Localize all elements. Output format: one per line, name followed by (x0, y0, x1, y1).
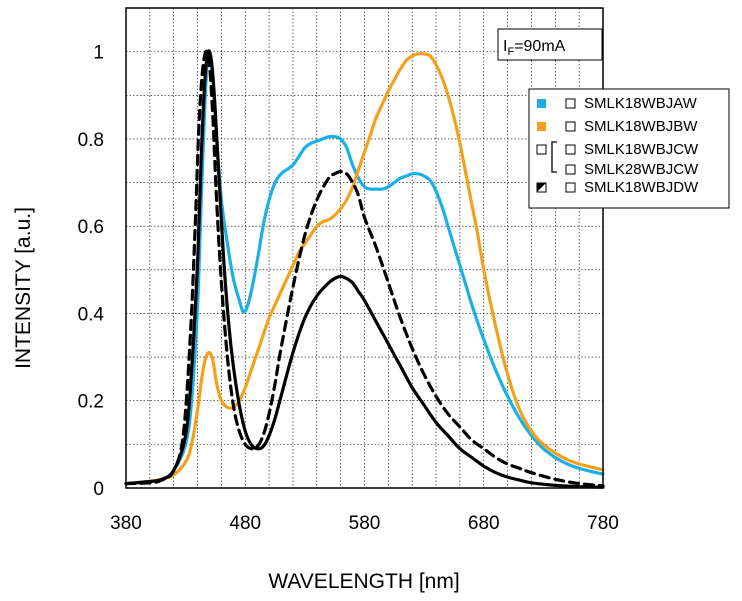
legend-swatch-white (536, 144, 547, 155)
y-tick-label: 0.4 (78, 304, 105, 325)
y-tick-label: 1 (93, 43, 104, 64)
legend: SMLK18WBJAW SMLK18WBJBW SMLK18WBJCW SMLK… (528, 88, 730, 209)
condition-box: IF=90mA (497, 28, 603, 61)
legend-checkbox (565, 144, 576, 155)
series-line-solid-black (124, 49, 605, 489)
legend-label-5: SMLK18WBJDW (584, 179, 699, 196)
plot-frame (125, 7, 604, 489)
tick-labels: 380 480 580 680 780 0 0.2 0.4 0.6 0.8 1 (78, 43, 619, 534)
x-tick-label: 480 (229, 513, 261, 534)
legend-checkbox (565, 164, 576, 175)
legend-label-4: SMLK28WBJCW (584, 161, 699, 178)
series-lines (124, 49, 605, 489)
condition-label: IF=90mA (503, 38, 566, 58)
legend-label-1: SMLK18WBJAW (584, 95, 698, 112)
series-line-orange (124, 51, 605, 486)
y-tick-label: 0.6 (78, 217, 104, 238)
x-axis-title: WAVELENGTH [nm] (268, 570, 459, 593)
x-tick-label: 680 (468, 513, 500, 534)
y-tick-label: 0.8 (78, 130, 104, 151)
y-tick-label: 0.2 (78, 392, 104, 413)
legend-checkbox (565, 182, 576, 193)
legend-label-2: SMLK18WBJBW (584, 118, 698, 135)
legend-label-3: SMLK18WBJCW (584, 141, 699, 158)
legend-bracket (551, 141, 557, 173)
legend-swatch-blue (537, 99, 546, 108)
y-tick-label: 0 (93, 479, 104, 500)
legend-swatch-half-fill (537, 183, 546, 192)
legend-checkbox (565, 121, 576, 132)
grid-lines (126, 8, 603, 488)
legend-swatch-orange (537, 122, 546, 131)
x-tick-label: 380 (110, 513, 142, 534)
x-tick-label: 780 (587, 513, 619, 534)
y-axis-title: INTENSITY [a.u.] (12, 207, 35, 369)
series-line-dashed-black (124, 49, 605, 488)
x-tick-label: 580 (349, 513, 381, 534)
legend-checkbox (565, 98, 576, 109)
